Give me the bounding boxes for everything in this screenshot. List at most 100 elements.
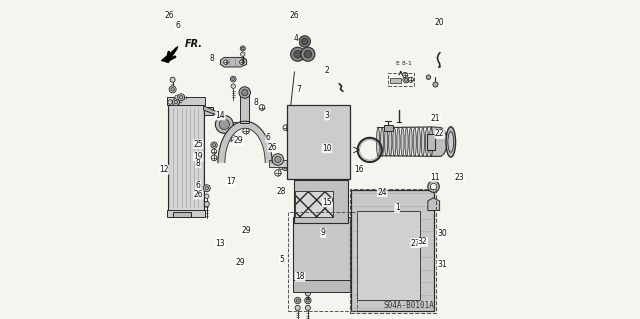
Circle shape (307, 260, 311, 263)
Circle shape (231, 84, 236, 88)
Text: 6: 6 (175, 21, 180, 30)
Circle shape (243, 128, 249, 134)
Text: 6: 6 (266, 133, 271, 142)
Circle shape (168, 100, 172, 104)
Circle shape (212, 144, 216, 147)
Polygon shape (218, 121, 272, 163)
Text: 29: 29 (234, 137, 243, 145)
Circle shape (404, 78, 408, 81)
Circle shape (275, 170, 281, 176)
Circle shape (408, 77, 413, 82)
Bar (356, 211, 420, 300)
Ellipse shape (388, 128, 392, 156)
Circle shape (291, 47, 305, 61)
Text: 25: 25 (193, 140, 203, 149)
Polygon shape (173, 212, 191, 217)
Ellipse shape (376, 128, 380, 156)
Circle shape (430, 183, 436, 190)
Text: 26: 26 (193, 190, 203, 199)
Text: 2: 2 (324, 66, 330, 75)
Text: 16: 16 (354, 165, 364, 174)
Text: 28: 28 (277, 187, 287, 196)
Ellipse shape (429, 128, 433, 156)
Circle shape (428, 181, 439, 192)
Ellipse shape (421, 128, 424, 156)
Circle shape (426, 75, 431, 79)
Bar (294, 180, 348, 223)
Text: 31: 31 (437, 260, 447, 269)
Text: 29: 29 (236, 258, 245, 267)
Ellipse shape (413, 128, 416, 156)
Text: 12: 12 (159, 165, 169, 174)
Ellipse shape (401, 128, 404, 156)
Circle shape (232, 78, 235, 80)
Circle shape (205, 186, 209, 190)
Circle shape (204, 185, 211, 192)
Circle shape (289, 166, 291, 169)
Ellipse shape (385, 128, 388, 156)
Circle shape (403, 72, 408, 78)
Text: 26: 26 (289, 11, 299, 20)
Bar (388, 73, 414, 86)
Ellipse shape (417, 128, 420, 156)
Circle shape (241, 47, 244, 50)
Text: 1: 1 (395, 204, 399, 212)
Circle shape (239, 87, 250, 98)
Text: 8: 8 (196, 159, 200, 168)
Circle shape (282, 164, 289, 171)
Text: 20: 20 (435, 19, 444, 27)
Circle shape (301, 38, 308, 45)
Circle shape (241, 89, 248, 96)
Ellipse shape (426, 128, 429, 156)
Text: 19: 19 (193, 152, 203, 161)
Bar (295, 191, 333, 217)
Circle shape (304, 50, 312, 58)
Text: 7: 7 (297, 85, 301, 94)
Circle shape (272, 154, 284, 165)
Polygon shape (161, 46, 178, 63)
Text: 8: 8 (209, 54, 214, 63)
Circle shape (294, 297, 301, 304)
Text: 11: 11 (430, 173, 440, 182)
Text: 3: 3 (324, 111, 330, 120)
Bar (427, 134, 435, 150)
Ellipse shape (409, 128, 412, 156)
Text: 27: 27 (411, 239, 420, 248)
Circle shape (175, 95, 179, 100)
Circle shape (284, 166, 287, 169)
Circle shape (212, 149, 217, 154)
Text: 15: 15 (322, 198, 332, 207)
Circle shape (305, 297, 311, 304)
Text: 13: 13 (216, 239, 225, 248)
Bar (351, 190, 434, 311)
Circle shape (239, 60, 244, 64)
Polygon shape (204, 107, 213, 115)
Text: 6: 6 (196, 181, 200, 190)
Circle shape (287, 165, 292, 170)
Circle shape (433, 82, 438, 87)
Circle shape (307, 299, 310, 302)
Text: 17: 17 (226, 177, 236, 186)
Bar (240, 93, 249, 123)
Circle shape (240, 46, 245, 51)
Text: FR.: FR. (185, 39, 203, 49)
Ellipse shape (397, 128, 400, 156)
Circle shape (219, 119, 229, 130)
Circle shape (241, 52, 245, 56)
Text: 10: 10 (322, 144, 332, 153)
Circle shape (205, 194, 209, 198)
Circle shape (211, 142, 218, 148)
Text: 4: 4 (294, 34, 298, 43)
Text: 24: 24 (378, 188, 387, 197)
Bar (269, 160, 287, 167)
Text: 23: 23 (455, 173, 465, 182)
Circle shape (301, 47, 315, 61)
Circle shape (295, 305, 300, 310)
Text: 22: 22 (435, 130, 444, 138)
Circle shape (227, 133, 234, 141)
Text: 32: 32 (418, 237, 428, 246)
Ellipse shape (393, 128, 396, 156)
Polygon shape (431, 127, 447, 156)
Text: 21: 21 (431, 114, 440, 122)
Bar (293, 217, 350, 281)
